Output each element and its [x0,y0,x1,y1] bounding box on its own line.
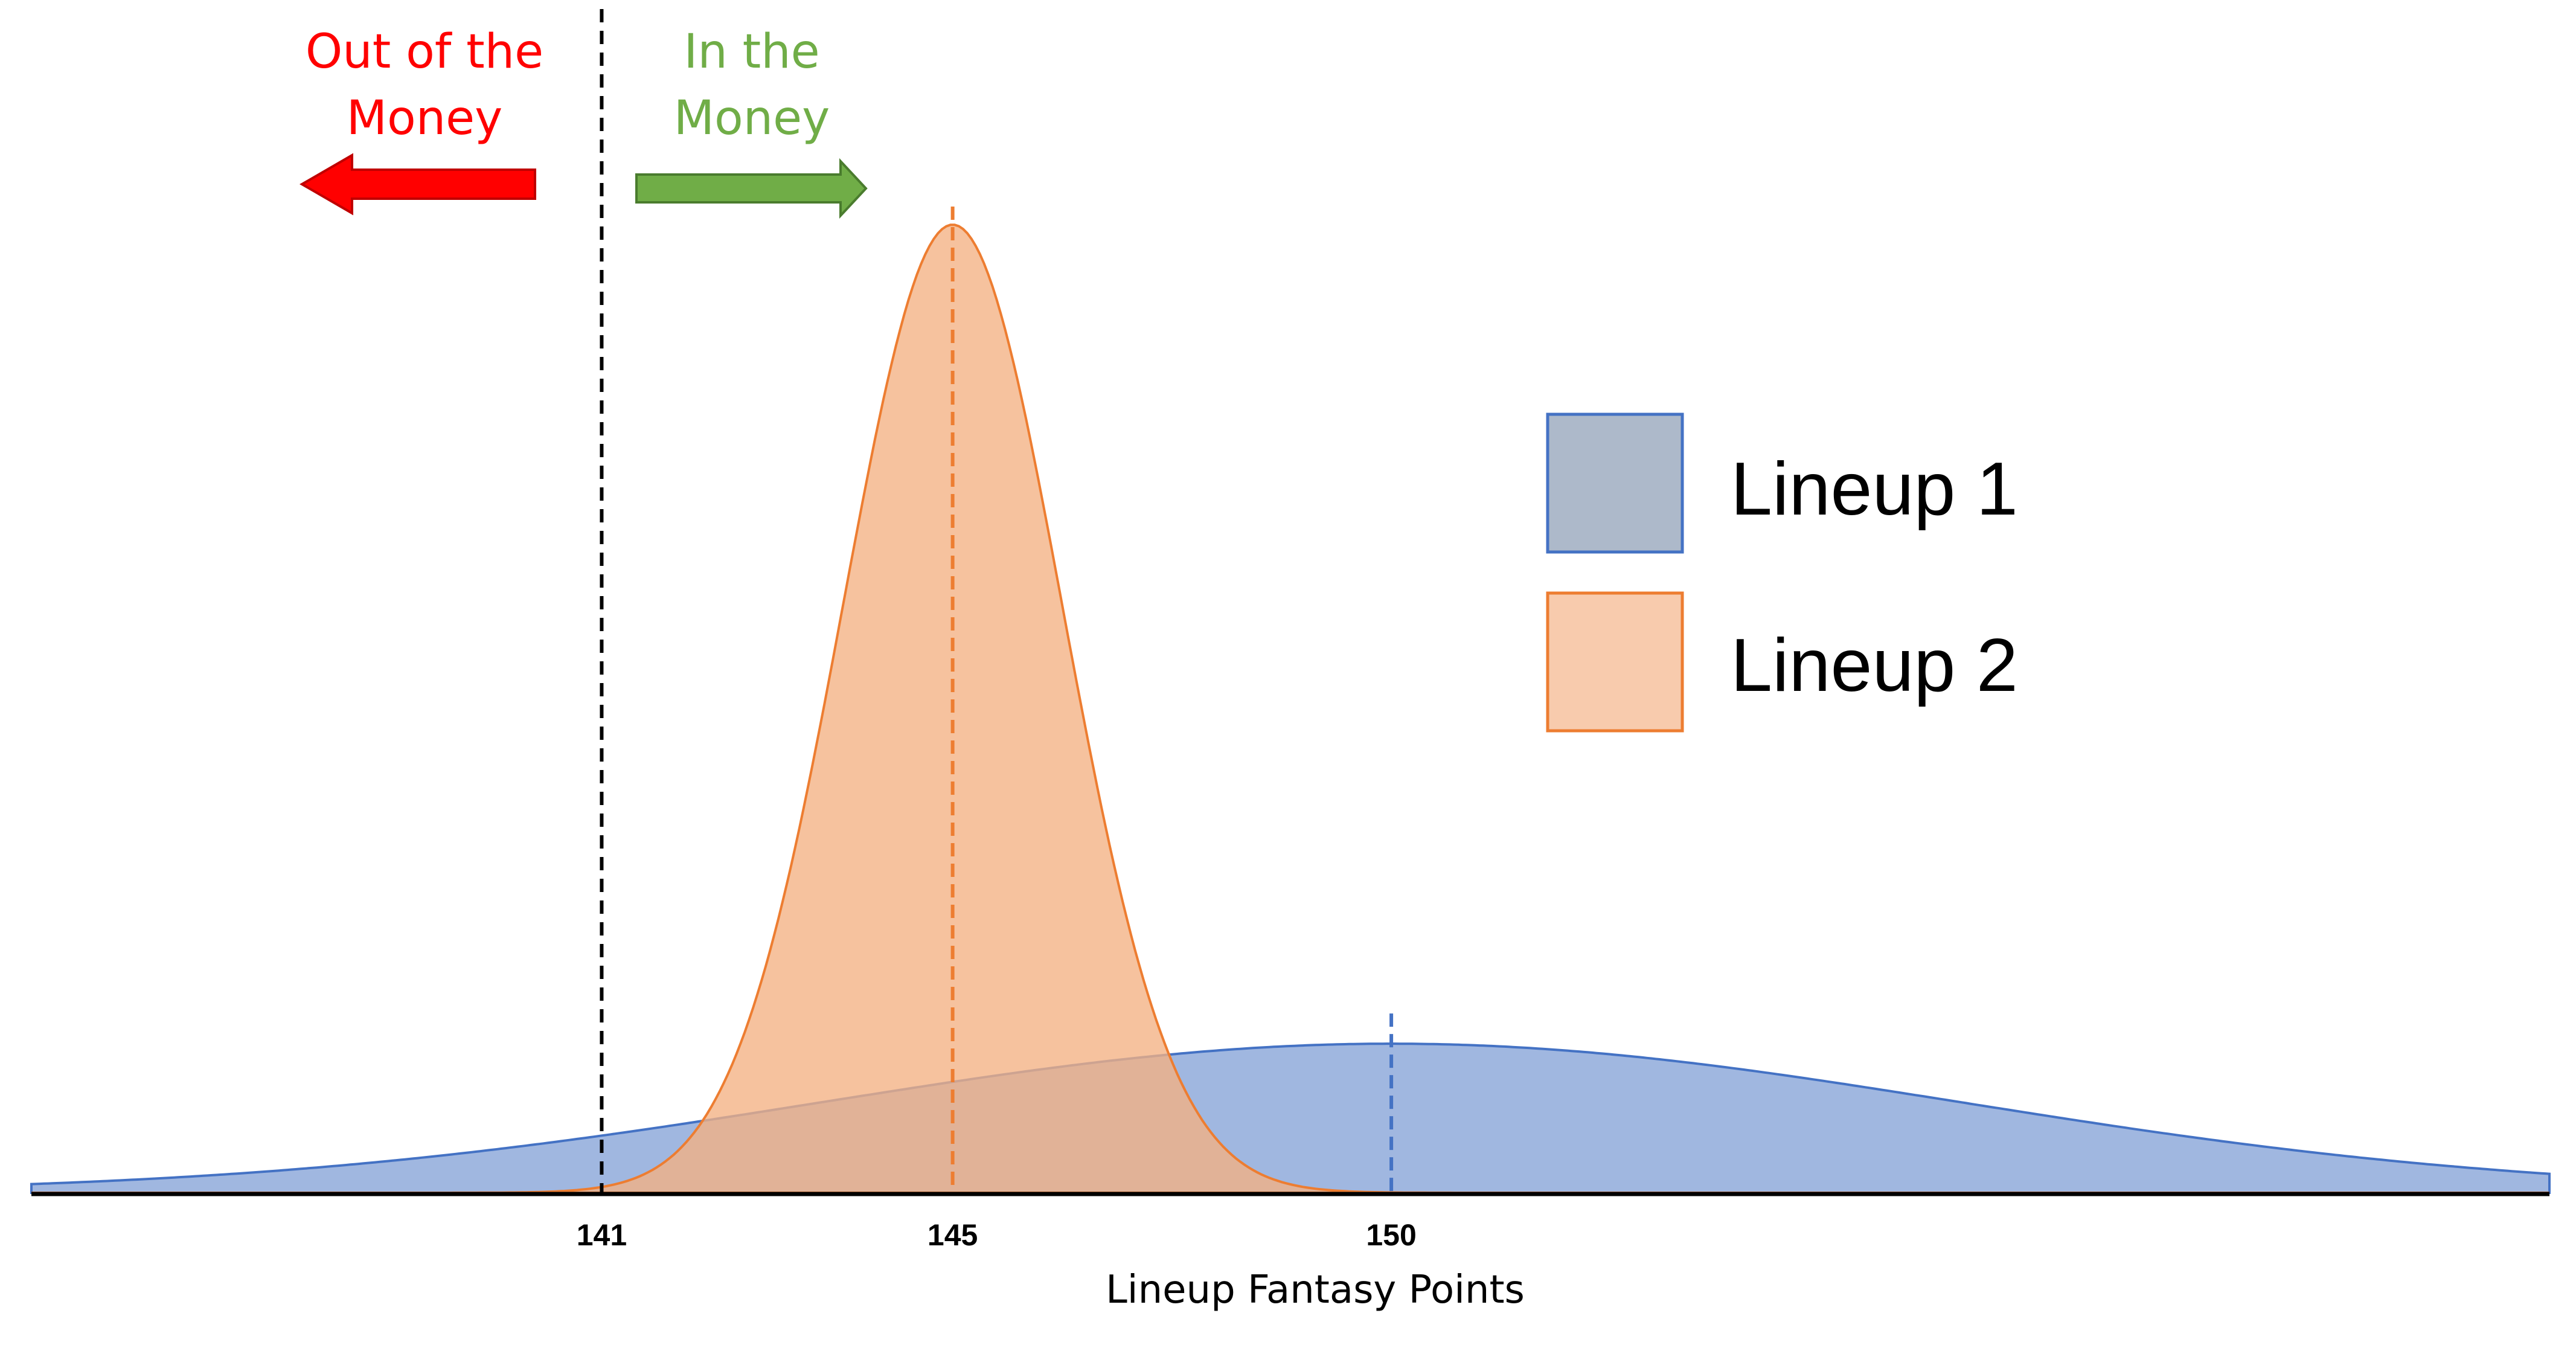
mean-lines [950,207,1394,1193]
legend-swatch-lineup-1 [1546,412,1684,554]
left-arrow-icon [300,153,536,216]
in-the-money-label-line1: In the [684,25,819,79]
x-axis-ticks: 141 145 150 [577,1218,1417,1252]
tick-label: 141 [577,1218,627,1252]
distribution-areas [30,223,2551,1194]
in-the-money-label-line2: Money [674,91,830,146]
legend: Lineup 1 Lineup 2 [1546,412,2018,733]
legend-label-lineup-2: Lineup 2 [1731,624,2018,707]
out-of-money-label-line2: Money [347,91,503,146]
legend-swatch-lineup-2 [1546,591,1684,733]
area-lineup-1 [30,1042,2551,1194]
legend-label-lineup-1: Lineup 1 [1731,448,2018,531]
tick-label: 145 [928,1218,978,1252]
tick-label: 150 [1366,1218,1416,1252]
x-axis-title: Lineup Fantasy Points [1106,1268,1525,1312]
out-of-money-label-line1: Out of the [306,25,543,79]
right-arrow-icon [635,158,868,219]
